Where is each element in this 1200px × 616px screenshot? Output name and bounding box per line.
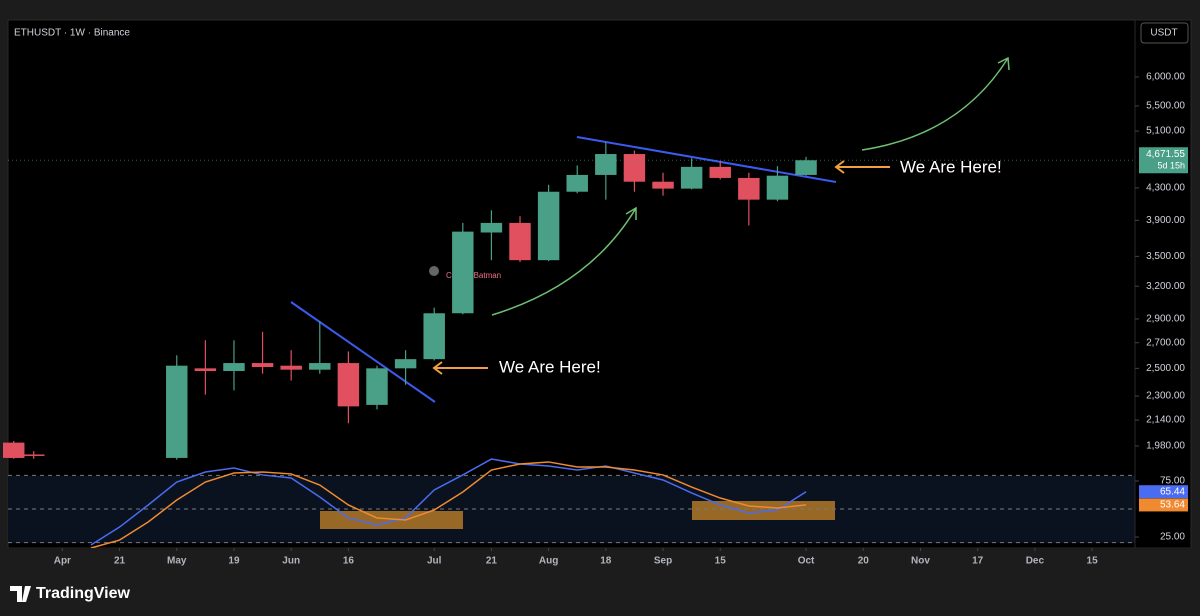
last-value: 65.44 — [1160, 486, 1185, 497]
curved-arrow — [491, 206, 637, 316]
candle-body — [452, 231, 474, 314]
candle-body — [795, 160, 817, 175]
candle-body — [709, 166, 731, 178]
candle-body — [537, 191, 560, 261]
y-tick-label: 3,500.00 — [1146, 251, 1185, 262]
y-tick-label: 2,900.00 — [1146, 314, 1185, 325]
arrow — [834, 160, 890, 174]
last-value: 53.64 — [1160, 500, 1185, 511]
y-tick-label: 3,200.00 — [1146, 281, 1185, 292]
brand: TradingView — [36, 585, 131, 602]
x-tick-label: 17 — [972, 556, 984, 567]
x-tick-label: Aug — [539, 556, 558, 567]
highlight-box — [692, 501, 835, 520]
x-tick-label: Nov — [911, 556, 930, 567]
x-tick-label: Sep — [654, 556, 672, 567]
brand-logo — [10, 586, 31, 602]
y-tick-label: 2,140.00 — [1146, 415, 1185, 426]
last-price: 4,671.55 — [1146, 149, 1185, 160]
x-tick-label: Dec — [1026, 556, 1045, 567]
y-tick-label: 2,500.00 — [1146, 363, 1185, 374]
footer — [0, 548, 1200, 616]
x-tick-label: 16 — [343, 556, 355, 567]
watermark-icon — [429, 266, 439, 276]
y-tick-label: 6,000.00 — [1146, 72, 1185, 83]
x-tick-label: Oct — [798, 556, 815, 567]
indicator-line — [90, 461, 807, 549]
candle-body — [309, 363, 331, 370]
candle-body — [194, 368, 217, 372]
candle-body — [652, 181, 674, 189]
curved-arrow — [861, 56, 1010, 151]
x-tick-label: 20 — [858, 556, 870, 567]
x-tick-label: May — [167, 556, 187, 567]
candle-body — [366, 368, 388, 405]
candle-body — [2, 442, 25, 458]
countdown: 5d 15h — [1157, 161, 1185, 171]
candle-body — [566, 174, 588, 192]
candle-body — [738, 177, 760, 200]
last-price-box — [1139, 147, 1188, 174]
candle-body — [166, 365, 188, 458]
candle-body — [680, 166, 703, 189]
x-tick-label: 18 — [600, 556, 612, 567]
y-tick-label: 1,980.00 — [1146, 441, 1185, 452]
highlight-box — [320, 511, 463, 529]
candle-body — [480, 222, 503, 233]
x-tick-label: Apr — [54, 556, 71, 567]
y-tick-label: 2,700.00 — [1146, 337, 1185, 348]
x-tick-label: 15 — [715, 556, 727, 567]
candle-body — [394, 359, 417, 369]
candle-body — [766, 175, 789, 200]
candle-body — [251, 363, 274, 368]
arrow — [432, 361, 488, 375]
x-tick-label: 21 — [114, 556, 126, 567]
x-tick-label: 19 — [228, 556, 240, 567]
candle-body — [595, 154, 617, 175]
x-tick-label: Jul — [427, 556, 442, 567]
trendline — [290, 301, 436, 403]
currency-button[interactable] — [1140, 22, 1189, 44]
candle-body — [337, 363, 360, 407]
candle-body — [509, 222, 531, 261]
candle-body — [280, 365, 302, 370]
y-tick-label: 5,100.00 — [1146, 126, 1185, 137]
candle-body — [223, 363, 245, 372]
watermark: CryptosBatman — [446, 271, 501, 280]
y-tick-label: 4,300.00 — [1146, 182, 1185, 193]
x-tick-label: 21 — [486, 556, 498, 567]
annotation: We Are Here! — [499, 357, 601, 376]
currency: USDT — [1150, 28, 1177, 39]
y-tick-label: 2,300.00 — [1146, 391, 1185, 402]
trendline — [576, 136, 837, 183]
y-tick-label: 3,900.00 — [1146, 215, 1185, 226]
candle-body — [23, 454, 45, 456]
y-tick-label: 75.00 — [1160, 476, 1185, 487]
y-tick-label: 5,500.00 — [1146, 101, 1185, 112]
candle-body — [423, 313, 445, 360]
y-tick-label: 25.00 — [1160, 532, 1185, 543]
plot-area — [7, 19, 1192, 549]
annotation: We Are Here! — [900, 157, 1002, 176]
value-box — [1139, 498, 1188, 512]
x-tick-label: 15 — [1087, 556, 1099, 567]
candle-body — [623, 154, 646, 182]
value-box — [1139, 485, 1188, 499]
symbol-title: ETHUSDT · 1W · Binance — [14, 28, 130, 39]
indicator-line — [90, 458, 807, 546]
x-tick-label: Jun — [282, 556, 300, 567]
